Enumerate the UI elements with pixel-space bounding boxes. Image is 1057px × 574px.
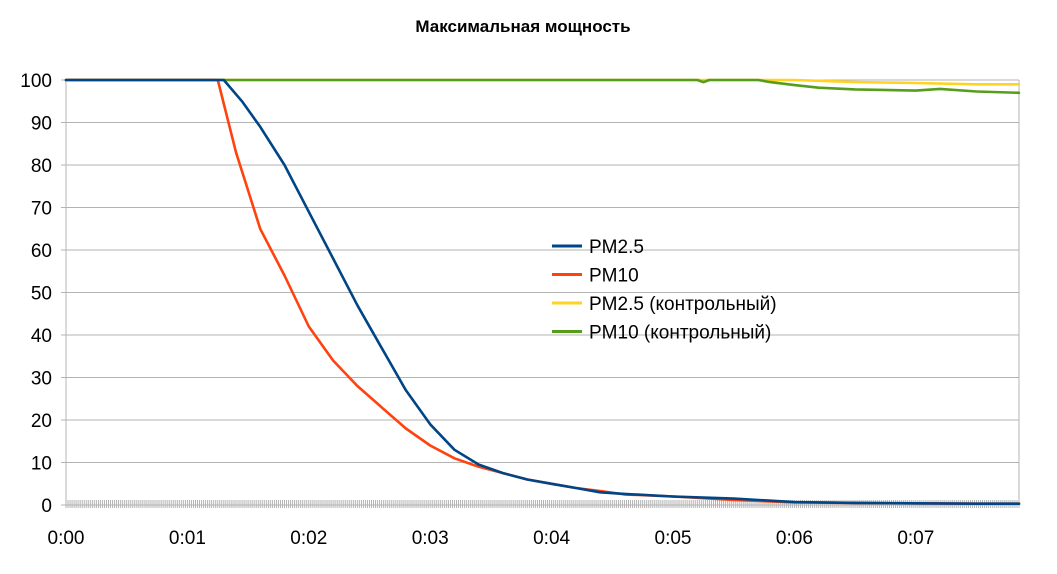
x-tick-label: 0:04 xyxy=(533,528,570,549)
y-tick-label: 90 xyxy=(31,114,52,135)
series-lines xyxy=(64,78,1021,506)
y-tick-label: 40 xyxy=(31,326,52,347)
y-tick-label: 10 xyxy=(31,454,52,475)
y-tick-label: 100 xyxy=(20,71,52,92)
gridlines xyxy=(65,79,1020,505)
x-tick-label: 0:00 xyxy=(48,528,85,549)
x-tick-label: 0:06 xyxy=(776,528,813,549)
y-axis: 0 10 20 30 40 50 60 70 80 90 100 xyxy=(20,71,66,517)
y-tick-label: 50 xyxy=(31,284,52,305)
legend-label: PM2.5 (контрольный) xyxy=(589,294,777,315)
legend: PM2.5 PM10 PM2.5 (контрольный) PM10 (контро… xyxy=(552,237,777,344)
series-line-1 xyxy=(64,78,1021,506)
chart-title: Максимальная мощность xyxy=(415,17,630,36)
x-tick-label: 0:02 xyxy=(290,528,327,549)
x-tick-label: 0:07 xyxy=(897,528,934,549)
y-tick-label: 70 xyxy=(31,199,52,220)
y-tick-label: 80 xyxy=(31,156,52,177)
y-tick-label: 30 xyxy=(31,369,52,390)
x-tick-label: 0:03 xyxy=(412,528,449,549)
y-tick-label: 0 xyxy=(41,496,52,517)
x-tick-label: 0:05 xyxy=(655,528,692,549)
y-tick-label: 60 xyxy=(31,241,52,262)
x-axis: 0:00 0:01 0:02 0:03 0:04 0:05 0:06 0:07 xyxy=(48,500,1020,549)
series-line-0 xyxy=(64,78,1021,506)
x-tick-label: 0:01 xyxy=(169,528,206,549)
y-tick-label: 20 xyxy=(31,411,52,432)
legend-label: PM2.5 xyxy=(589,237,644,258)
legend-label: PM10 (контрольный) xyxy=(589,323,771,344)
series-line-3 xyxy=(64,78,1021,95)
legend-label: PM10 xyxy=(589,266,639,287)
